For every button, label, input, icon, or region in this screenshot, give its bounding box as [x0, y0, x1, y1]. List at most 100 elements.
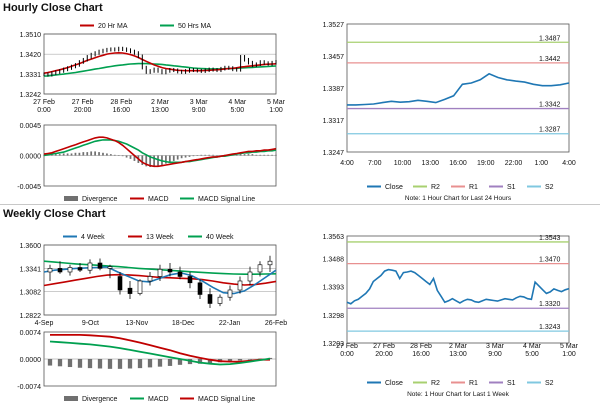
hourly-macd-ytick: 0.0045 [20, 123, 42, 130]
legend-macd-label: MACD [148, 196, 169, 203]
level-label-s2: 1.3287 [539, 127, 561, 134]
weekly-price-ytick: 1.2822 [20, 313, 42, 320]
divergence-bar [271, 154, 273, 156]
weekly-pivot-xtick: 3 Mar [486, 343, 505, 350]
hourly-price-xtick: 2 Mar [151, 99, 170, 106]
candle-body [77, 267, 83, 271]
hourly-price-xtick: 1:00 [269, 107, 283, 114]
hourly-macd-ytick: 0.0000 [20, 154, 42, 161]
legend-50hr-ma-label: 50 Hrs MA [178, 23, 211, 30]
level-label-r1: 1.3442 [539, 56, 561, 63]
divergence-bar [94, 151, 96, 156]
divergence-bar [67, 359, 73, 368]
divergence-bar [145, 155, 148, 167]
candle-body [147, 276, 153, 282]
candle-body [157, 268, 163, 277]
weekly-pivot-xtick: 0:00 [340, 351, 354, 358]
divergence-bar [197, 359, 203, 364]
legend-s1-label: S1 [507, 184, 516, 191]
legend-divergence-swatch [64, 396, 78, 401]
divergence-bar [200, 154, 203, 156]
divergence-bar [267, 357, 273, 359]
divergence-bar [117, 359, 123, 369]
candle-body [237, 280, 243, 291]
divergence-bar [70, 153, 73, 156]
candle-body [87, 262, 93, 271]
weekly-price-ytick: 1.3600 [20, 243, 42, 250]
weekly-section-title: Weekly Close Chart [3, 208, 106, 220]
candle-body [247, 271, 253, 282]
hourly-price-xtick: 27 Feb [72, 99, 94, 106]
divergence-bar [196, 155, 199, 156]
weekly-pivot-xtick: 5:00 [525, 351, 539, 358]
divergence-bar [102, 152, 104, 156]
weekly-price-xtick: 13-Nov [126, 320, 149, 327]
weekly-pivot-xtick: 20:00 [375, 351, 393, 358]
candle-body [57, 268, 63, 273]
legend-r2-label: R2 [431, 380, 440, 387]
divergence-bar [227, 359, 233, 362]
weekly-pivot-ytick: 1.3203 [323, 341, 345, 348]
hourly-pivot-xtick: 16:00 [449, 160, 467, 167]
divergence-bar [263, 154, 266, 156]
hourly-price-xtick: 3 Mar [190, 99, 209, 106]
divergence-bar [157, 155, 159, 167]
divergence-bar [98, 152, 100, 156]
legend-divergence-label: Divergence [82, 396, 118, 403]
divergence-bar [184, 155, 187, 158]
divergence-bar [57, 359, 63, 367]
hourly-price-xtick: 16:00 [113, 107, 131, 114]
divergence-bar [235, 154, 238, 156]
divergence-bar [207, 359, 213, 364]
divergence-bar [107, 359, 113, 369]
candle-body [47, 268, 53, 273]
hourly-pivot-xtick: 1:00 [534, 160, 548, 167]
candle-body [137, 280, 143, 294]
divergence-bar [275, 154, 277, 156]
hourly-price-xtick: 5:00 [231, 107, 245, 114]
weekly-pivot-frame [346, 235, 570, 344]
level-label-s1: 1.3342 [539, 102, 561, 109]
divergence-bar [172, 155, 175, 161]
legend-s2-label: S2 [545, 184, 554, 191]
legend-4-week-label: 4 Week [81, 234, 105, 241]
divergence-bar [77, 359, 83, 368]
divergence-bar [87, 359, 93, 369]
weekly-pivot-xtick: 4 Mar [523, 343, 542, 350]
weekly-price-frame [43, 244, 277, 316]
divergence-bar [129, 155, 132, 159]
divergence-bar [90, 151, 93, 156]
weekly-price-ytick: 1.3341 [20, 266, 42, 273]
divergence-bar [208, 154, 211, 156]
level-label-r2: 1.3487 [539, 35, 561, 42]
candle-body [117, 276, 123, 291]
hourly-pivot-ytick: 1.3247 [323, 150, 345, 157]
hourly-price-xtick: 9:00 [192, 107, 206, 114]
weekly-macd-ytick: -0.0074 [17, 384, 41, 391]
weekly-price-xtick: 22-Jan [219, 320, 241, 327]
candle-body [67, 267, 73, 273]
weekly-macd-ytick: 0.0000 [20, 357, 42, 364]
divergence-bar [243, 154, 246, 156]
hourly-pivot-ytick: 1.3387 [323, 86, 345, 93]
line-macd [43, 136, 277, 168]
line-macd [49, 340, 271, 366]
divergence-bar [125, 155, 128, 158]
hourly-price-xtick: 28 Feb [110, 99, 132, 106]
divergence-bar [74, 152, 77, 156]
weekly-price-xtick: 26-Feb [265, 320, 287, 327]
hourly-pivot-xtick: 19:00 [477, 160, 495, 167]
hourly-pivot-frame [346, 23, 570, 153]
divergence-bar [62, 153, 65, 156]
line-macd-signal [50, 333, 270, 363]
hourly-price-xtick: 4 Mar [228, 99, 247, 106]
divergence-bar [66, 153, 69, 156]
legend-20hr-ma-label: 20 Hr MA [98, 23, 128, 30]
weekly-price-ytick: 1.3082 [20, 290, 42, 297]
divergence-bar [237, 359, 243, 361]
candle-body [217, 296, 223, 304]
close-line [347, 72, 570, 106]
weekly-pivot-xtick: 27 Feb [336, 343, 358, 350]
divergence-bar [86, 152, 89, 156]
